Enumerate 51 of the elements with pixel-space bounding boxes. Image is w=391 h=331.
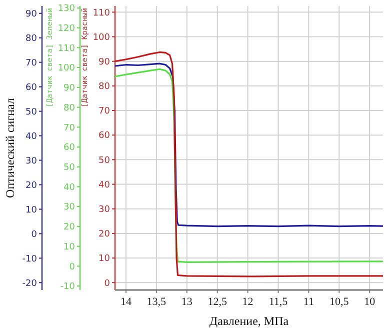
- y3-tick-label: 80: [26, 34, 38, 44]
- y-tick-label: 50: [98, 156, 110, 166]
- y2-tick-label: 20: [64, 222, 76, 233]
- y-tick-label: 90: [98, 57, 110, 68]
- x-tick-label: 14: [120, 296, 132, 308]
- y-tick-label: 100: [92, 32, 110, 43]
- y2-tick-label: 80: [64, 103, 76, 114]
- y2-tick-label: 120: [58, 24, 76, 34]
- x-tick-label: 13,5: [146, 296, 167, 308]
- x-tick-label: 11,5: [268, 296, 288, 308]
- x-axis-title: Давление, МПа: [209, 314, 290, 328]
- y3-tick-label: 40: [26, 132, 38, 142]
- x-tick-label: 12: [242, 296, 254, 308]
- y2-tick-label: 30: [64, 202, 76, 213]
- x-tick-label: 10,5: [330, 296, 350, 308]
- y2-tick-label: 90: [64, 84, 76, 94]
- y-tick-label: 80: [98, 82, 110, 92]
- x-tick-label: 13: [181, 296, 193, 308]
- y-tick-label: 70: [98, 106, 110, 117]
- y2-tick-label: 130: [58, 4, 76, 14]
- y2-tick-label: 110: [58, 44, 76, 54]
- y2-tick-label: 70: [64, 123, 76, 134]
- y3-tick-label: 50: [26, 107, 38, 118]
- y3-tick-label: -10: [22, 254, 38, 264]
- y3-tick-label: 70: [26, 58, 38, 68]
- x-tick-label: 11: [303, 296, 314, 308]
- y2-tick-label: 10: [64, 242, 76, 252]
- y2-tick-label: 0: [69, 262, 76, 272]
- y-tick-label: 0: [104, 278, 110, 289]
- y3-tick-label: 0: [31, 230, 38, 240]
- y2-tick-label: 50: [64, 163, 76, 174]
- y2-tick-label: 60: [64, 143, 76, 154]
- y-tick-label: 10: [98, 254, 110, 264]
- y-tick-label: 110: [92, 8, 110, 18]
- y-tick-label: 20: [98, 230, 110, 240]
- y2-tick-label: 100: [58, 64, 76, 74]
- y3-tick-label: 90: [26, 9, 38, 20]
- y-tick-label: 60: [98, 131, 110, 142]
- x-tick-label: 12,5: [208, 296, 228, 308]
- y3-tick-label: 30: [26, 156, 38, 166]
- y2-tick-label: 40: [64, 182, 76, 193]
- line-series: [114, 62, 384, 228]
- y3-tick-label: 60: [26, 82, 38, 93]
- y3-tick-label: 20: [26, 180, 38, 191]
- x-tick-label: 10: [364, 296, 376, 308]
- y3-tick-label: 10: [26, 205, 38, 216]
- y-tick-label: 30: [98, 205, 110, 216]
- y3-axis-title: Оптический сигнал: [3, 98, 17, 198]
- y-tick-label: 40: [98, 180, 110, 190]
- y2-tick-label: -10: [60, 282, 76, 292]
- y3-tick-label: -20: [22, 278, 38, 289]
